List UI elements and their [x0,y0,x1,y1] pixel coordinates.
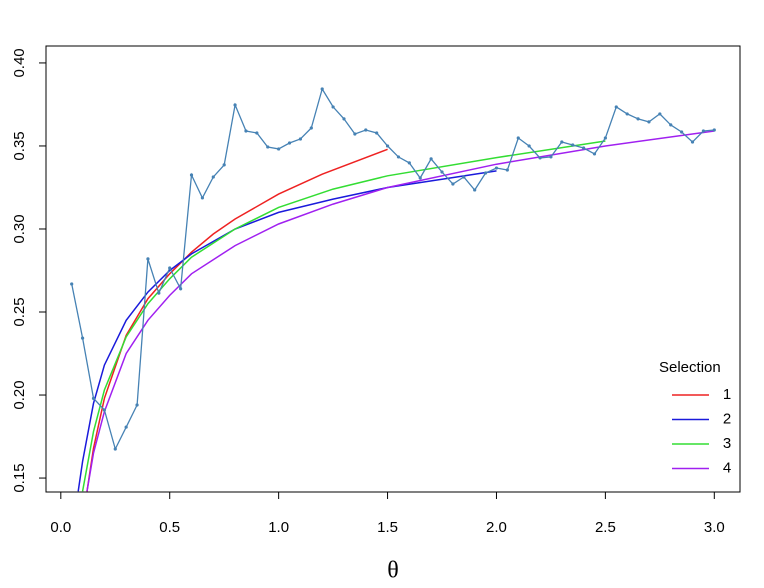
data-point [113,447,117,451]
data-point [396,155,401,159]
data-point [200,196,205,200]
data-point [505,168,509,172]
data-point [625,112,629,116]
data-point [233,103,237,107]
y-tick-label: 0.40 [11,48,28,77]
data-point [429,157,433,161]
y-tick-label: 0.35 [11,131,28,160]
data-point [549,155,553,159]
data-point [298,137,303,141]
data-point [614,105,618,109]
y-tick-label: 0.20 [11,380,28,409]
data-point [494,166,499,170]
data-point [451,182,455,186]
y-tick-label: 0.15 [11,463,28,492]
data-point [331,105,335,109]
data-point [581,146,586,150]
data-point [592,152,597,156]
data-point [342,117,346,121]
data-point [179,287,183,291]
fit-line [81,140,606,492]
data-point [189,173,194,177]
x-tick-label: 2.0 [486,519,507,536]
data-point [222,163,226,167]
fit-line [77,170,497,492]
x-axis-label: θ [387,558,399,584]
data-point [603,136,607,140]
data-point [669,123,673,127]
plot-area [70,87,716,492]
x-tick-label: 1.5 [377,519,398,536]
data-point [102,408,106,412]
data-point [418,176,422,180]
y-tick-label: 0.25 [11,297,28,326]
data-point [385,144,390,148]
data-point [636,117,640,121]
data-point [647,120,651,124]
data-point [375,131,379,135]
data-point [80,336,85,340]
fit-line [86,130,715,492]
x-tick-label: 1.0 [268,519,289,536]
legend-label: 3 [723,435,731,452]
data-point [473,188,477,192]
data-point [538,156,542,160]
x-tick-label: 2.5 [595,519,616,536]
y-tick-label: 0.30 [11,214,28,243]
data-point [407,161,411,165]
data-point [462,175,466,179]
legend-label: 1 [723,386,731,403]
legend-title: Selection [659,359,721,376]
data-point [483,171,488,175]
x-tick-label: 0.5 [159,519,180,536]
legend-label: 2 [723,410,731,427]
data-point [91,396,96,400]
data-point [560,140,564,144]
x-tick-label: 3.0 [704,519,725,536]
data-point [527,144,531,148]
data-point [70,282,74,286]
data-point [277,147,281,151]
data-point [244,129,248,133]
data-point [287,141,292,145]
data-point [680,130,684,134]
data-point [440,170,444,174]
x-tick-label: 0.0 [50,519,71,536]
data-point [571,143,575,147]
data-line [71,87,715,451]
data-point [211,175,215,179]
data-point [266,145,270,149]
data-point [309,126,313,130]
data-point [658,112,662,116]
data-point [124,425,128,429]
legend-label: 4 [723,459,731,476]
data-point [255,131,259,135]
data-point [353,132,357,136]
data-point [320,87,324,91]
data-point [146,257,150,261]
data-point [168,266,172,270]
data-point [516,136,520,140]
plot-frame [45,45,741,493]
data-point [701,129,706,133]
data-point [712,128,716,132]
data-point [157,291,161,295]
data-point [364,128,368,132]
data-point [135,403,139,407]
data-point [690,140,695,144]
